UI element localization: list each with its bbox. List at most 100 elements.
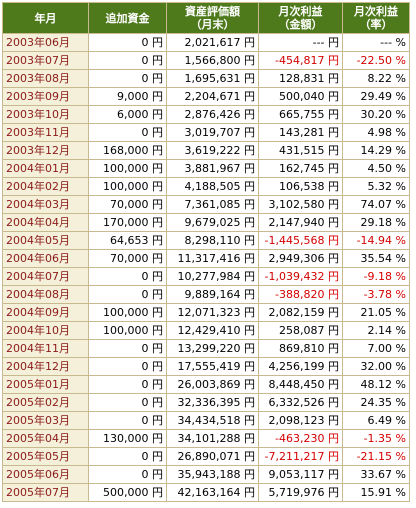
table-row: 2004年03月 70,000 円 7,361,085 円 3,102,580 円 74… — [3, 196, 409, 213]
cell-rate: 5.32 % — [343, 178, 409, 195]
cell-asset: 42,163,164 円 — [167, 484, 258, 501]
cell-asset: 1,695,631 円 — [167, 70, 258, 87]
cell-asset: 2,204,671 円 — [167, 88, 258, 105]
cell-month: 2005年03月 — [3, 412, 88, 429]
cell-asset: 26,890,071 円 — [167, 448, 258, 465]
table-row: 2003年08月 0 円 1,695,631 円 128,831 円 8.22 % — [3, 70, 409, 87]
cell-month: 2004年03月 — [3, 196, 88, 213]
cell-additional: 6,000 円 — [89, 106, 166, 123]
cell-additional: 70,000 円 — [89, 196, 166, 213]
cell-additional: 0 円 — [89, 52, 166, 69]
cell-month: 2004年07月 — [3, 268, 88, 285]
cell-additional: 100,000 円 — [89, 322, 166, 339]
table-row: 2005年01月 0 円 26,003,869 円 8,448,450 円 48.12 … — [3, 376, 409, 393]
cell-profit: 106,538 円 — [259, 178, 342, 195]
cell-rate: 35.54 % — [343, 250, 409, 267]
table-row: 2005年02月 0 円 32,336,395 円 6,332,526 円 24.35 … — [3, 394, 409, 411]
table-row: 2003年07月 0 円 1,566,800 円 -454,817 円 -22.50 % — [3, 52, 409, 69]
cell-asset: 3,019,707 円 — [167, 124, 258, 141]
cell-month: 2004年06月 — [3, 250, 88, 267]
table-row: 2004年11月 0 円 13,299,220 円 869,810 円 7.00 % — [3, 340, 409, 357]
header-month: 年月 — [3, 3, 88, 33]
table-row: 2004年02月 100,000 円 4,188,505 円 106,538 円 5.3… — [3, 178, 409, 195]
cell-additional: 70,000 円 — [89, 250, 166, 267]
cell-profit: 665,755 円 — [259, 106, 342, 123]
cell-rate: -3.78 % — [343, 286, 409, 303]
cell-month: 2003年09月 — [3, 88, 88, 105]
cell-rate: 21.05 % — [343, 304, 409, 321]
table-row: 2004年01月 100,000 円 3,881,967 円 162,745 円 4.5… — [3, 160, 409, 177]
cell-asset: 12,429,410 円 — [167, 322, 258, 339]
cell-profit: 258,087 円 — [259, 322, 342, 339]
table-row: 2003年11月 0 円 3,019,707 円 143,281 円 4.98 % — [3, 124, 409, 141]
cell-rate: 4.98 % — [343, 124, 409, 141]
cell-additional: 500,000 円 — [89, 484, 166, 501]
cell-additional: 100,000 円 — [89, 160, 166, 177]
cell-rate: 74.07 % — [343, 196, 409, 213]
cell-month: 2004年02月 — [3, 178, 88, 195]
cell-rate: 48.12 % — [343, 376, 409, 393]
cell-month: 2003年11月 — [3, 124, 88, 141]
cell-additional: 100,000 円 — [89, 304, 166, 321]
cell-asset: 11,317,416 円 — [167, 250, 258, 267]
table-row: 2005年06月 0 円 35,943,188 円 9,053,117 円 33.67 … — [3, 466, 409, 483]
cell-profit: -7,211,217 円 — [259, 448, 342, 465]
cell-profit: -1,039,432 円 — [259, 268, 342, 285]
cell-rate: 30.20 % — [343, 106, 409, 123]
cell-additional: 0 円 — [89, 376, 166, 393]
cell-additional: 0 円 — [89, 466, 166, 483]
cell-month: 2004年08月 — [3, 286, 88, 303]
cell-month: 2003年10月 — [3, 106, 88, 123]
cell-rate: -21.15 % — [343, 448, 409, 465]
cell-profit: -463,230 円 — [259, 430, 342, 447]
cell-asset: 13,299,220 円 — [167, 340, 258, 357]
cell-rate: 4.50 % — [343, 160, 409, 177]
cell-rate: 2.14 % — [343, 322, 409, 339]
cell-asset: 26,003,869 円 — [167, 376, 258, 393]
cell-additional: 0 円 — [89, 124, 166, 141]
cell-asset: 7,361,085 円 — [167, 196, 258, 213]
cell-asset: 9,889,164 円 — [167, 286, 258, 303]
cell-rate: 24.35 % — [343, 394, 409, 411]
cell-month: 2003年07月 — [3, 52, 88, 69]
cell-rate: 7.00 % — [343, 340, 409, 357]
cell-month: 2005年02月 — [3, 394, 88, 411]
cell-profit: 143,281 円 — [259, 124, 342, 141]
cell-profit: 5,719,976 円 — [259, 484, 342, 501]
cell-profit: 2,098,123 円 — [259, 412, 342, 429]
table-row: 2005年03月 0 円 34,434,518 円 2,098,123 円 6.49 % — [3, 412, 409, 429]
cell-month: 2005年04月 — [3, 430, 88, 447]
cell-additional: 9,000 円 — [89, 88, 166, 105]
cell-rate: 29.49 % — [343, 88, 409, 105]
cell-additional: 0 円 — [89, 34, 166, 51]
cell-rate: -9.18 % — [343, 268, 409, 285]
cell-profit: --- 円 — [259, 34, 342, 51]
header-monthly-profit-rate: 月次利益 （率） — [343, 3, 409, 33]
table-row: 2004年07月 0 円 10,277,984 円 -1,039,432 円 -9.18… — [3, 268, 409, 285]
cell-asset: 8,298,110 円 — [167, 232, 258, 249]
cell-asset: 35,943,188 円 — [167, 466, 258, 483]
cell-month: 2004年04月 — [3, 214, 88, 231]
cell-month: 2005年01月 — [3, 376, 88, 393]
monthly-profit-table: 年月 追加資金 資産評価額 （月末） 月次利益 （金額） 月次利益 （率） 2003年… — [2, 2, 410, 502]
cell-asset: 34,101,288 円 — [167, 430, 258, 447]
table-row: 2005年05月 0 円 26,890,071 円 -7,211,217 円 -21.1… — [3, 448, 409, 465]
cell-asset: 9,679,025 円 — [167, 214, 258, 231]
cell-additional: 168,000 円 — [89, 142, 166, 159]
cell-profit: 869,810 円 — [259, 340, 342, 357]
cell-month: 2004年11月 — [3, 340, 88, 357]
cell-asset: 32,336,395 円 — [167, 394, 258, 411]
cell-profit: 431,515 円 — [259, 142, 342, 159]
cell-asset: 17,555,419 円 — [167, 358, 258, 375]
cell-asset: 3,881,967 円 — [167, 160, 258, 177]
cell-month: 2005年07月 — [3, 484, 88, 501]
table-row: 2003年10月 6,000 円 2,876,426 円 665,755 円 30.20… — [3, 106, 409, 123]
cell-asset: 1,566,800 円 — [167, 52, 258, 69]
cell-asset: 34,434,518 円 — [167, 412, 258, 429]
cell-asset: 2,876,426 円 — [167, 106, 258, 123]
cell-rate: 15.91 % — [343, 484, 409, 501]
cell-asset: 3,619,222 円 — [167, 142, 258, 159]
cell-additional: 0 円 — [89, 412, 166, 429]
cell-additional: 0 円 — [89, 394, 166, 411]
